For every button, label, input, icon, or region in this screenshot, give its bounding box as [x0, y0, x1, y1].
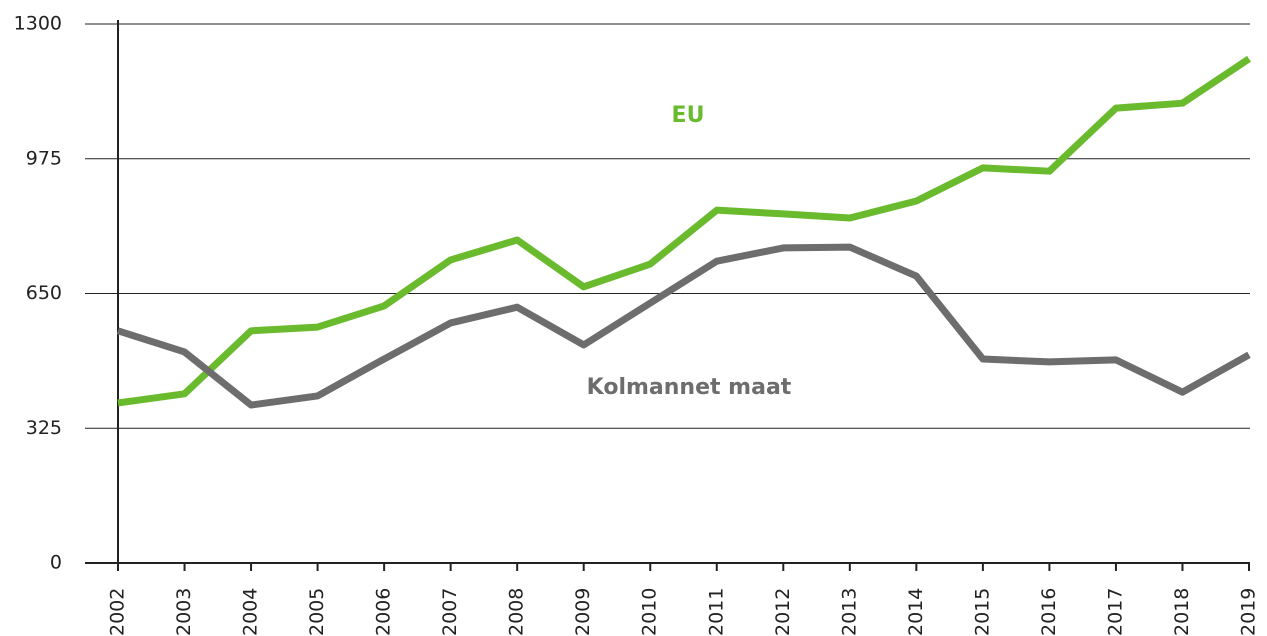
y-tick-label: 1300 [14, 13, 62, 35]
series-label: EU [672, 103, 705, 128]
x-tick-label: 2019 [1238, 588, 1260, 636]
x-tick-label: 2010 [639, 588, 661, 636]
x-tick-label: 2006 [373, 588, 395, 636]
y-tick-label: 325 [26, 417, 62, 439]
x-tick-label: 2011 [705, 588, 727, 636]
x-tick-label: 2002 [107, 588, 129, 636]
y-tick-label: 0 [50, 552, 62, 574]
x-tick-label: 2013 [838, 588, 860, 636]
x-tick-label: 2009 [572, 588, 594, 636]
x-tick-label: 2016 [1038, 588, 1060, 636]
x-tick-label: 2007 [439, 588, 461, 636]
x-tick-label: 2003 [173, 588, 195, 636]
x-tick-label: 2014 [905, 588, 927, 636]
y-tick-label: 975 [26, 147, 62, 169]
line [117, 55, 1251, 407]
x-tick-label: 2018 [1171, 588, 1193, 636]
line [116, 243, 1251, 409]
x-tick-label: 2005 [306, 588, 328, 636]
x-tick-label: 2004 [240, 588, 262, 636]
x-tick-label: 2015 [971, 588, 993, 636]
x-tick-label: 2012 [772, 588, 794, 636]
x-tick-label: 2008 [506, 588, 528, 636]
x-tick-label: 2017 [1104, 588, 1126, 636]
series-label: Kolmannet maat [587, 375, 792, 400]
y-tick-label: 650 [26, 282, 62, 304]
